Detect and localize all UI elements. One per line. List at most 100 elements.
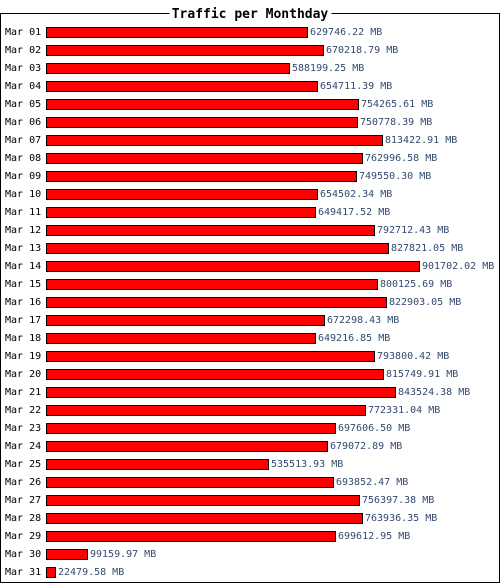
bar-row: Mar 08 762996.58 MB (5, 153, 437, 164)
bar-row: Mar 30 99159.97 MB (5, 549, 156, 560)
day-label: Mar 06 (5, 117, 41, 128)
bar-row: Mar 09 749550.30 MB (5, 171, 431, 182)
day-label: Mar 07 (5, 135, 41, 146)
bar-row: Mar 22 772331.04 MB (5, 405, 440, 416)
value-label: 827821.05 MB (391, 243, 463, 254)
day-label: Mar 20 (5, 369, 41, 380)
value-label: 793800.42 MB (377, 351, 449, 362)
value-label: 800125.69 MB (380, 279, 452, 290)
value-label: 588199.25 MB (292, 63, 364, 74)
day-label: Mar 04 (5, 81, 41, 92)
bar-row: Mar 27 756397.38 MB (5, 495, 434, 506)
day-label: Mar 12 (5, 225, 41, 236)
day-label: Mar 11 (5, 207, 41, 218)
value-label: 750778.39 MB (360, 117, 432, 128)
traffic-bar (46, 207, 316, 218)
bar-row: Mar 02 670218.79 MB (5, 45, 398, 56)
traffic-bar (46, 567, 56, 578)
value-label: 792712.43 MB (377, 225, 449, 236)
traffic-bar (46, 405, 366, 416)
traffic-bar (46, 315, 325, 326)
day-label: Mar 24 (5, 441, 41, 452)
bar-row: Mar 15 800125.69 MB (5, 279, 452, 290)
day-label: Mar 26 (5, 477, 41, 488)
value-label: 679072.89 MB (330, 441, 402, 452)
value-label: 813422.91 MB (385, 135, 457, 146)
day-label: Mar 09 (5, 171, 41, 182)
day-label: Mar 08 (5, 153, 41, 164)
bar-row: Mar 06 750778.39 MB (5, 117, 432, 128)
traffic-bar (46, 531, 336, 542)
day-label: Mar 31 (5, 567, 41, 578)
traffic-bar (46, 495, 360, 506)
day-label: Mar 02 (5, 45, 41, 56)
day-label: Mar 27 (5, 495, 41, 506)
value-label: 693852.47 MB (336, 477, 408, 488)
traffic-bar (46, 549, 88, 560)
day-label: Mar 03 (5, 63, 41, 74)
bar-row: Mar 26 693852.47 MB (5, 477, 408, 488)
traffic-bar (46, 297, 387, 308)
day-label: Mar 28 (5, 513, 41, 524)
day-label: Mar 21 (5, 387, 41, 398)
bar-row: Mar 20 815749.91 MB (5, 369, 458, 380)
bar-row: Mar 14 901702.02 MB (5, 261, 494, 272)
value-label: 629746.22 MB (310, 27, 382, 38)
bar-row: Mar 17 672298.43 MB (5, 315, 399, 326)
bar-row: Mar 25 535513.93 MB (5, 459, 343, 470)
traffic-bar (46, 279, 378, 290)
value-label: 754265.61 MB (361, 99, 433, 110)
traffic-bar (46, 423, 336, 434)
bar-row: Mar 11 649417.52 MB (5, 207, 390, 218)
day-label: Mar 19 (5, 351, 41, 362)
traffic-bar (46, 513, 363, 524)
day-label: Mar 17 (5, 315, 41, 326)
bar-row: Mar 12 792712.43 MB (5, 225, 449, 236)
traffic-bar (46, 189, 318, 200)
day-label: Mar 14 (5, 261, 41, 272)
bar-row: Mar 29 699612.95 MB (5, 531, 410, 542)
traffic-bar (46, 45, 324, 56)
bar-row: Mar 21 843524.38 MB (5, 387, 470, 398)
value-label: 697606.50 MB (338, 423, 410, 434)
traffic-bar (46, 351, 375, 362)
traffic-bar (46, 27, 308, 38)
value-label: 99159.97 MB (90, 549, 156, 560)
day-label: Mar 18 (5, 333, 41, 344)
value-label: 822903.05 MB (389, 297, 461, 308)
value-label: 756397.38 MB (362, 495, 434, 506)
value-label: 672298.43 MB (327, 315, 399, 326)
value-label: 843524.38 MB (398, 387, 470, 398)
bar-row: Mar 01 629746.22 MB (5, 27, 382, 38)
day-label: Mar 05 (5, 99, 41, 110)
bar-row: Mar 19 793800.42 MB (5, 351, 449, 362)
traffic-bar (46, 387, 396, 398)
day-label: Mar 22 (5, 405, 41, 416)
bar-row: Mar 03 588199.25 MB (5, 63, 364, 74)
traffic-bar (46, 153, 363, 164)
value-label: 762996.58 MB (365, 153, 437, 164)
day-label: Mar 25 (5, 459, 41, 470)
value-label: 535513.93 MB (271, 459, 343, 470)
value-label: 815749.91 MB (386, 369, 458, 380)
traffic-bar (46, 441, 328, 452)
traffic-bar (46, 477, 334, 488)
bar-row: Mar 31 22479.58 MB (5, 567, 124, 578)
traffic-bar (46, 243, 389, 254)
traffic-bar (46, 99, 359, 110)
traffic-bar (46, 333, 316, 344)
chart-title: Traffic per Monthday (172, 7, 329, 22)
day-label: Mar 13 (5, 243, 41, 254)
bar-row: Mar 13 827821.05 MB (5, 243, 463, 254)
bar-row: Mar 24 679072.89 MB (5, 441, 402, 452)
traffic-bar (46, 135, 383, 146)
value-label: 22479.58 MB (58, 567, 124, 578)
value-label: 901702.02 MB (422, 261, 494, 272)
value-label: 699612.95 MB (338, 531, 410, 542)
traffic-bar (46, 459, 269, 470)
traffic-bar (46, 225, 375, 236)
bar-row: Mar 10 654502.34 MB (5, 189, 392, 200)
traffic-bar (46, 117, 358, 128)
